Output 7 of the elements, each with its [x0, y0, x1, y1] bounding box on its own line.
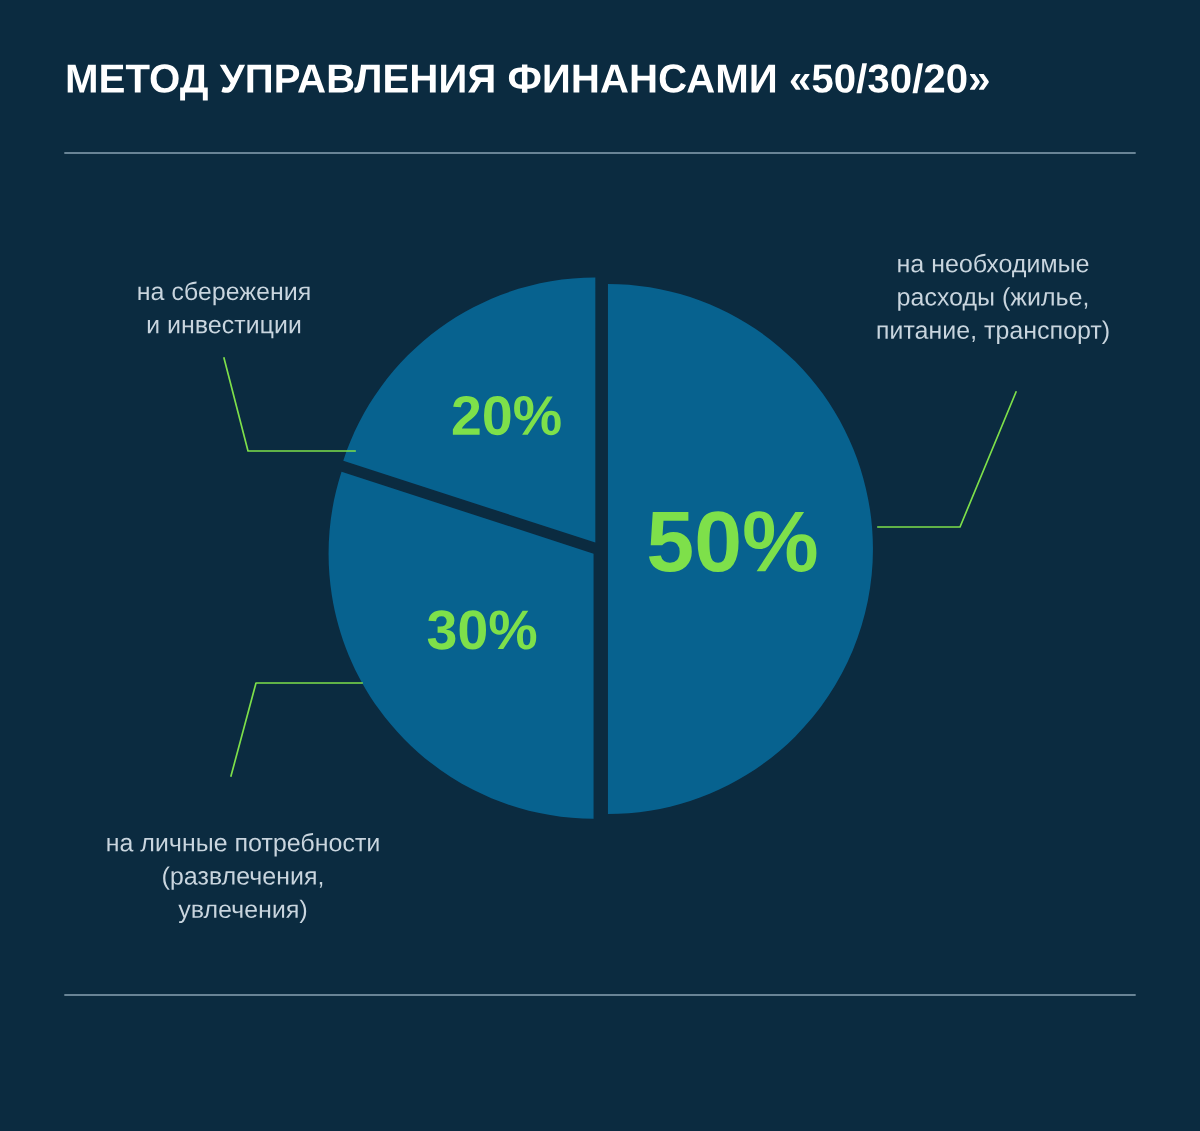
- data-label: 50%: [648, 511, 817, 573]
- data-label: 20%: [452, 395, 561, 436]
- chart-title: МЕТОД УПРАВЛЕНИЯ ФИНАНСАМИ «50/30/20»: [67, 63, 989, 101]
- slice-label: на личные потребности (развлечения, увлечения): [107, 832, 379, 924]
- slice-label: на сбережения и инвестиции: [138, 281, 310, 339]
- data-label: 30%: [427, 610, 537, 650]
- slice-label: на необходимые расходы (жилье, питание, транспорт): [877, 253, 1109, 344]
